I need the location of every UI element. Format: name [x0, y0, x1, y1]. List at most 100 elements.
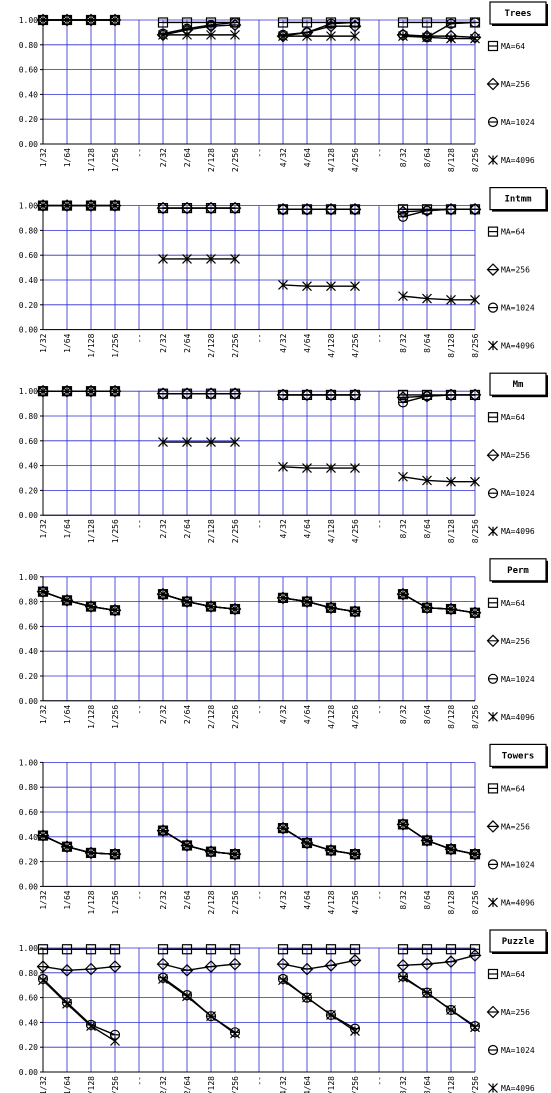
legend-label: MA=1024	[501, 860, 535, 869]
x-tick-label: --	[135, 148, 144, 158]
series-line	[282, 466, 355, 469]
series-line	[402, 35, 475, 40]
data-point	[398, 589, 408, 600]
series-line	[402, 593, 476, 614]
data-point	[180, 963, 194, 977]
legend-title-box	[489, 1, 547, 25]
data-point	[421, 391, 433, 402]
series-line	[402, 823, 476, 855]
grid	[42, 19, 476, 145]
data-point	[326, 1010, 336, 1020]
legend-label: MA=256	[501, 1008, 530, 1017]
x-tick-label: 4/32	[279, 333, 288, 352]
data-point	[84, 962, 98, 976]
data-point	[228, 957, 242, 971]
legend-marker	[487, 226, 499, 237]
x-tick-label: 4/32	[279, 705, 288, 724]
data-point	[446, 604, 456, 614]
data-point	[302, 463, 312, 474]
data-point	[398, 31, 408, 42]
data-point	[325, 944, 337, 955]
data-point	[86, 386, 96, 397]
legend-marker	[488, 711, 498, 722]
data-point	[469, 204, 481, 215]
chart-title: Towers	[502, 751, 535, 761]
legend-label: MA=4096	[501, 156, 535, 165]
series-line	[282, 21, 356, 36]
data-point	[206, 437, 216, 447]
data-point	[36, 960, 50, 973]
legend-marker	[488, 340, 498, 351]
data-point	[421, 17, 433, 28]
data-point	[422, 602, 432, 613]
series-line	[282, 284, 355, 287]
legend-label: MA=4096	[501, 342, 535, 351]
data-point	[422, 987, 432, 998]
grid	[42, 762, 476, 887]
y-tick-label: 0.60	[19, 251, 38, 260]
data-point	[397, 397, 409, 408]
data-point	[206, 846, 216, 857]
data-point	[61, 944, 73, 955]
legend-label: MA=256	[501, 451, 530, 460]
x-tick-label: --	[255, 519, 264, 529]
series-ma-4096	[38, 200, 480, 305]
data-point	[326, 845, 336, 856]
x-tick-label: 4/256	[351, 890, 360, 914]
data-point	[422, 293, 432, 304]
series-line	[402, 977, 476, 1028]
data-point	[398, 819, 408, 830]
data-point	[181, 202, 193, 214]
data-point	[60, 963, 74, 977]
series-line	[402, 593, 476, 614]
x-tick-label: 4/256	[351, 519, 360, 543]
x-tick-label: 8/128	[447, 705, 456, 729]
x-tick-label: 1/32	[39, 333, 48, 352]
series-line	[282, 827, 356, 855]
x-tick-label: 8/32	[399, 705, 408, 724]
data-point	[469, 389, 481, 401]
y-tick-label: 0.00	[19, 511, 38, 520]
x-tick-label: 2/256	[231, 705, 240, 729]
data-point	[470, 607, 480, 618]
y-tick-label: 0.80	[19, 783, 38, 792]
y-tick-label: 0.80	[19, 598, 38, 607]
x-tick-label: 1/256	[111, 519, 120, 543]
data-point	[108, 960, 122, 973]
data-point	[62, 386, 72, 397]
x-tick-label: 8/256	[471, 148, 480, 172]
data-point	[62, 841, 72, 852]
data-point	[62, 595, 72, 606]
x-tick-label: 4/64	[303, 890, 312, 909]
x-tick-label: --	[375, 148, 384, 158]
data-point	[302, 31, 312, 42]
data-point	[278, 280, 288, 290]
data-point	[397, 211, 409, 222]
legend-marker	[487, 116, 499, 128]
series-ma-64	[37, 944, 481, 955]
legend-label: MA=4096	[501, 527, 535, 536]
series-line	[42, 965, 116, 972]
series-line	[42, 834, 116, 855]
x-tick-label: 4/128	[327, 1076, 336, 1093]
legend: Mm MA=64 MA=256 MA=1024 MA=4096	[486, 372, 548, 536]
y-tick-label: 0.00	[19, 882, 38, 891]
legend-marker	[486, 77, 500, 91]
data-point	[182, 437, 192, 447]
chart-title: Intmm	[504, 195, 532, 205]
data-point	[158, 825, 168, 836]
legend-label: MA=256	[501, 266, 530, 275]
series-ma-4096	[38, 386, 480, 487]
data-point	[157, 944, 169, 955]
legend-title-box	[489, 929, 547, 953]
x-tick-label: 1/32	[39, 1076, 48, 1093]
data-point	[158, 589, 168, 600]
x-tick-label: 4/128	[327, 519, 336, 543]
y-tick-label: 0.40	[19, 647, 38, 656]
data-point	[158, 974, 168, 984]
series-line	[402, 823, 476, 855]
series-line	[162, 24, 236, 36]
x-tick-label: 4/64	[303, 519, 312, 538]
series-line	[282, 979, 356, 1032]
data-point	[348, 954, 362, 967]
